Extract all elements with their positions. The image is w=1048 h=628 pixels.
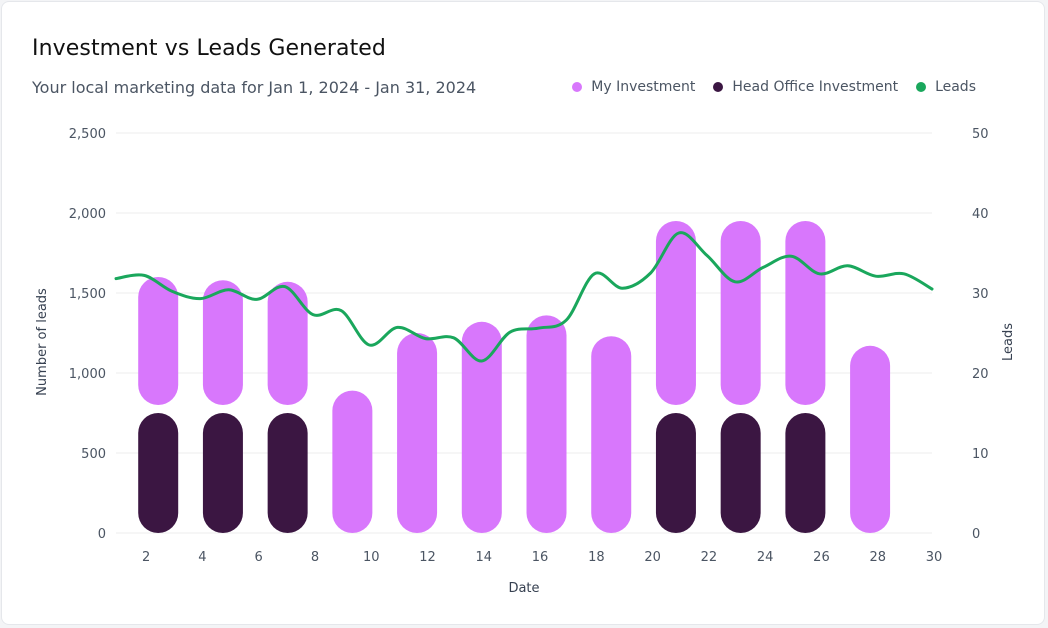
bar-my-investment[interactable] xyxy=(202,280,243,405)
y2-tick-label: 0 xyxy=(972,527,980,542)
legend-item-leads[interactable]: Leads xyxy=(916,79,976,95)
y2-tick-label: 50 xyxy=(972,127,989,142)
bar-my-investment[interactable] xyxy=(655,221,696,405)
leads-series-line[interactable] xyxy=(114,231,934,363)
y-tick-label: 1,000 xyxy=(69,367,106,382)
legend-swatch-my-investment xyxy=(572,82,583,92)
x-tick-label: 20 xyxy=(644,550,661,565)
bar-head-office-investment[interactable] xyxy=(655,413,696,533)
bar-my-investment[interactable] xyxy=(785,221,826,405)
y-axis-ticks: 0 500 1,000 1,500 2,000 2,500 xyxy=(69,127,106,542)
x-tick-label: 12 xyxy=(419,550,436,565)
x-tick-label: 24 xyxy=(757,550,774,565)
bar-my-investment[interactable] xyxy=(397,333,438,533)
y2-axis-ticks: 0 10 20 30 40 50 xyxy=(972,127,989,542)
bar-my-investment[interactable] xyxy=(332,390,373,533)
x-axis-ticks: 2 4 6 8 10 12 14 16 18 20 22 24 26 28 30 xyxy=(142,550,942,565)
bar-my-investment[interactable] xyxy=(267,281,308,405)
bar-head-office-investment[interactable] xyxy=(267,413,308,533)
x-tick-label: 10 xyxy=(363,550,380,565)
chart-subtitle: Your local marketing data for Jan 1, 202… xyxy=(32,78,477,97)
legend-swatch-head-office-investment xyxy=(713,82,724,92)
y2-tick-label: 10 xyxy=(972,447,989,462)
x-tick-label: 6 xyxy=(255,550,263,565)
legend-item-my-investment[interactable]: My Investment xyxy=(572,79,695,95)
chart-legend: My Investment Head Office Investment Lea… xyxy=(572,79,976,95)
bar-my-investment[interactable] xyxy=(138,277,179,405)
x-tick-label: 14 xyxy=(476,550,493,565)
x-tick-label: 8 xyxy=(311,550,319,565)
x-tick-label: 26 xyxy=(813,550,830,565)
bar-my-investment[interactable] xyxy=(720,221,761,405)
y-tick-label: 0 xyxy=(98,527,106,542)
legend-item-head-office-investment[interactable]: Head Office Investment xyxy=(713,79,898,95)
legend-label-head-office-investment: Head Office Investment xyxy=(732,79,899,95)
y2-tick-label: 30 xyxy=(972,287,989,302)
x-tick-label: 2 xyxy=(142,550,150,565)
x-tick-label: 22 xyxy=(701,550,718,565)
bars xyxy=(138,221,891,533)
legend-label-my-investment: My Investment xyxy=(591,79,696,95)
x-tick-label: 18 xyxy=(588,550,605,565)
x-axis-title: Date xyxy=(508,581,539,596)
y-tick-label: 2,500 xyxy=(69,127,106,142)
y2-tick-label: 40 xyxy=(972,207,989,222)
x-tick-label: 30 xyxy=(926,550,943,565)
bar-head-office-investment[interactable] xyxy=(720,413,761,533)
chart-title: Investment vs Leads Generated xyxy=(32,36,386,61)
y-tick-label: 1,500 xyxy=(69,287,106,302)
bar-my-investment[interactable] xyxy=(591,336,632,533)
y2-axis-title: Leads xyxy=(1001,323,1016,361)
bar-my-investment[interactable] xyxy=(461,321,502,533)
bar-my-investment[interactable] xyxy=(850,345,891,533)
x-tick-label: 16 xyxy=(532,550,549,565)
legend-swatch-leads xyxy=(916,82,927,92)
bar-head-office-investment[interactable] xyxy=(202,413,243,533)
x-tick-label: 28 xyxy=(869,550,886,565)
legend-label-leads: Leads xyxy=(935,79,976,95)
leads-line xyxy=(114,231,934,363)
bar-my-investment[interactable] xyxy=(526,315,567,533)
y-tick-label: 500 xyxy=(81,447,106,462)
y2-tick-label: 20 xyxy=(972,367,989,382)
bar-head-office-investment[interactable] xyxy=(138,413,179,533)
x-tick-label: 4 xyxy=(198,550,206,565)
y-axis-title: Number of leads xyxy=(35,288,50,396)
bar-head-office-investment[interactable] xyxy=(785,413,826,533)
y-tick-label: 2,000 xyxy=(69,207,106,222)
